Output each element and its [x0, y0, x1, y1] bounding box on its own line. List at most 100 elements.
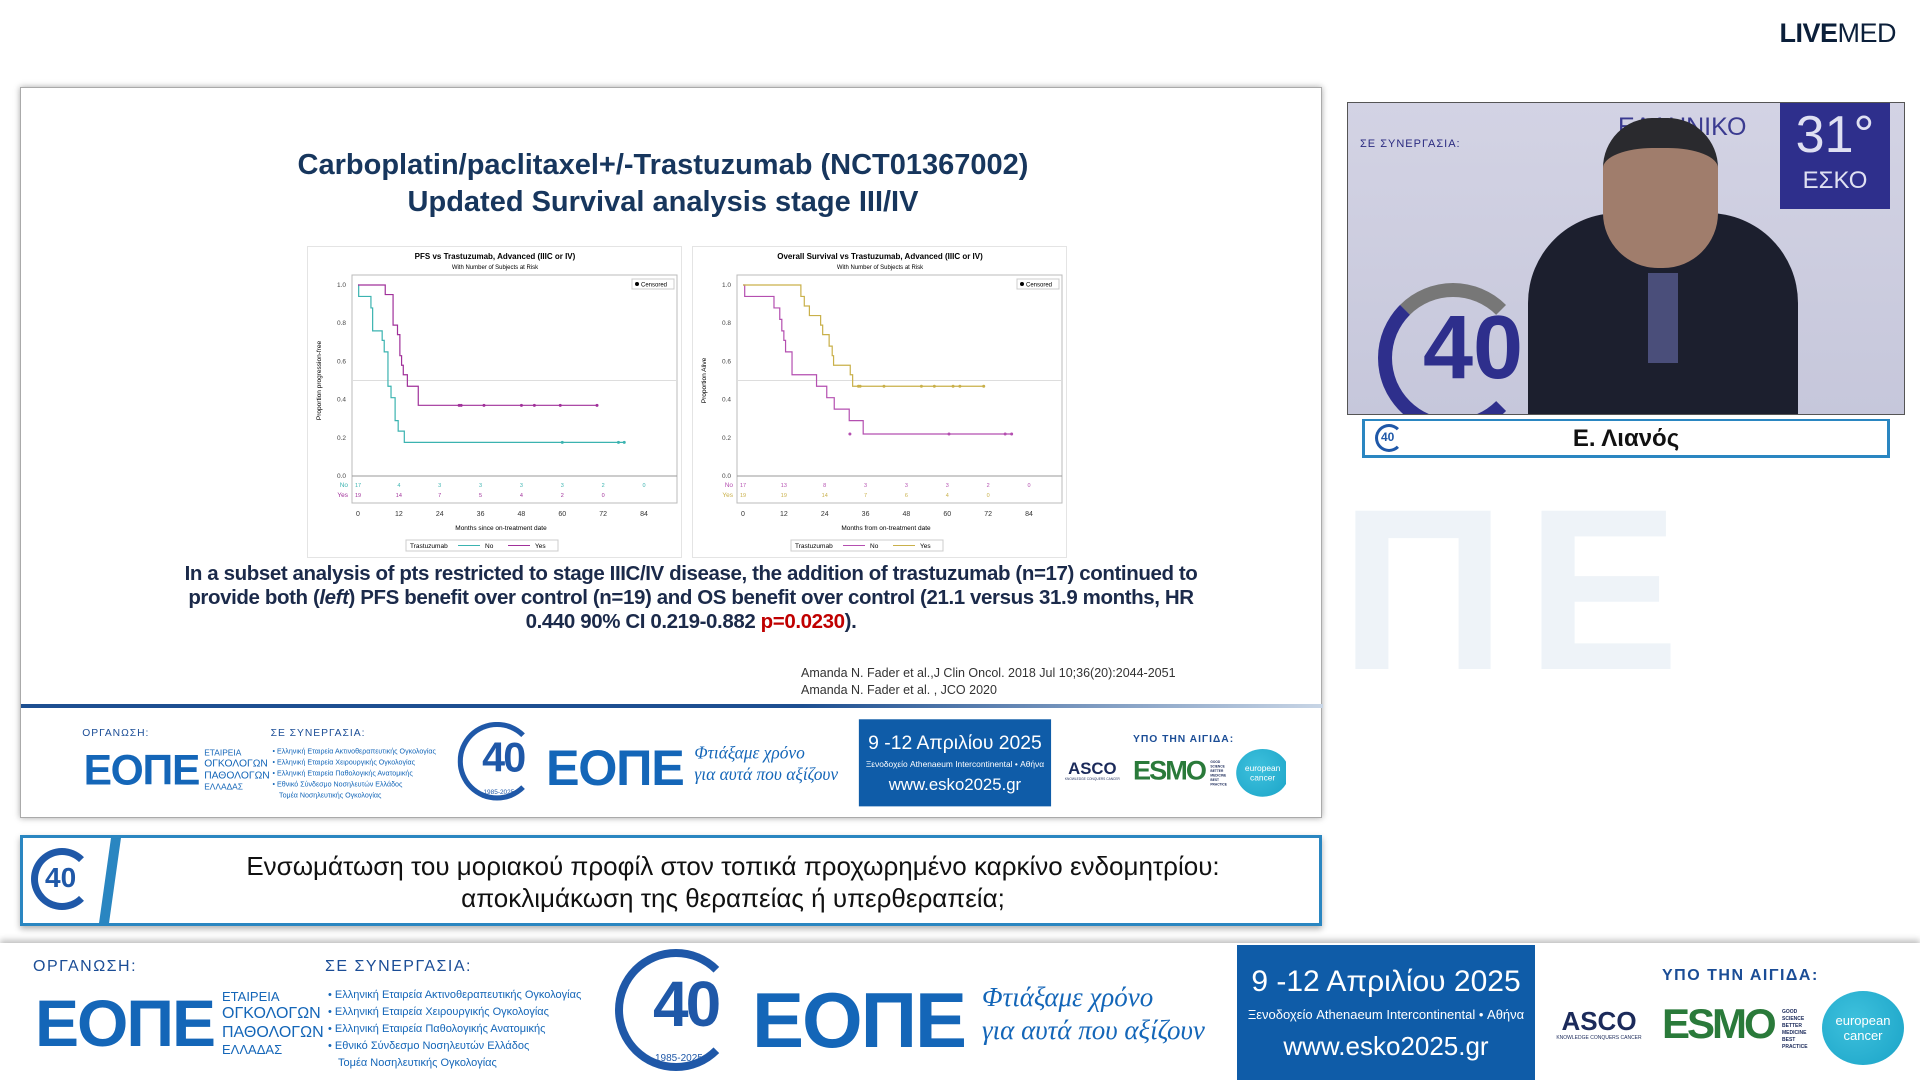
- x-axis-label: Months from on-treatment date: [841, 525, 931, 532]
- y-tick-label: 0.0: [337, 473, 346, 480]
- x-tick-label: 84: [1025, 511, 1033, 518]
- at-risk-count: 3: [946, 483, 949, 489]
- plot-frame: [736, 274, 1063, 504]
- chart-subtitle: With Number of Subjects at Risk: [837, 265, 924, 271]
- legend-label: Yes: [920, 543, 931, 550]
- caption-slash: [98, 835, 122, 926]
- eope-fullname: ΕΤΑΙΡΕΙΑ ΟΓΚΟΛΟΓΩΝ ΠΑΘΟΛΟΓΩΝ ΕΛΛΑΔΑΣ: [204, 747, 270, 792]
- x-tick-label: 48: [903, 511, 911, 518]
- x-tick-label: 60: [943, 511, 951, 518]
- x-tick-label: 36: [862, 511, 870, 518]
- censored-mark: [882, 384, 886, 388]
- at-risk-row-label: No: [725, 482, 734, 489]
- collaboration-label: ΣΕ ΣΥΝΕΡΓΑΣΙΑ:: [325, 958, 472, 975]
- censored-mark: [848, 432, 852, 436]
- reference-2: Amanda N. Fader et al. , JCO 2020: [801, 683, 997, 697]
- eope-logo: ΕΟΠΕ: [35, 986, 216, 1060]
- at-risk-count: 19: [355, 493, 361, 499]
- x-axis-label: Months since on-treatment date: [455, 525, 547, 532]
- x-tick-label: 60: [558, 511, 566, 518]
- censored-mark: [932, 384, 936, 388]
- logo-40: 40: [1381, 430, 1395, 444]
- x-tick-label: 24: [436, 511, 444, 518]
- european-cancer-organisation-logo: european cancer: [1822, 991, 1904, 1065]
- at-risk-count: 14: [822, 493, 828, 499]
- at-risk-count: 17: [740, 483, 746, 489]
- legend-label: No: [870, 543, 879, 550]
- divider: [21, 704, 1323, 708]
- slide-title: Carboplatin/paclitaxel+/-Trastuzumab (NC…: [297, 149, 1029, 181]
- censored-mark: [858, 384, 862, 388]
- km-curve-no: [743, 284, 1012, 435]
- asco-logo: ASCO KNOWLEDGE CONQUERS CANCER: [1556, 1006, 1642, 1041]
- event-url: www.esko2025.gr: [1283, 1031, 1489, 1061]
- x-tick-label: 72: [984, 511, 992, 518]
- esko-31-logo: 31° ΕΣΚΟ: [1780, 103, 1890, 209]
- censored-legend-label: Censored: [1026, 283, 1052, 289]
- esmo-logo: ESMO: [1662, 1000, 1777, 1047]
- collaboration-list: • Ελληνική Εταιρεία Ακτινοθεραπευτικής Ο…: [328, 989, 582, 1069]
- esmo-logo: ESMO: [1132, 754, 1207, 786]
- speaker-name-plate: 40 Ε. Λιανός: [1362, 419, 1890, 458]
- at-risk-count: 3: [864, 483, 867, 489]
- y-tick-label: 1.0: [337, 282, 346, 289]
- censored-mark: [951, 384, 955, 388]
- summary-text: In a subset analysis of pts restricted t…: [184, 562, 1198, 633]
- at-risk-count: 0: [602, 493, 605, 499]
- censored-mark: [558, 403, 562, 407]
- aegis-label: ΥΠΟ ΤΗΝ ΑΙΓΙΔΑ:: [1662, 967, 1819, 984]
- at-risk-count: 13: [781, 483, 787, 489]
- speaker-head: [1603, 118, 1718, 268]
- at-risk-count: 0: [987, 493, 990, 499]
- y-tick-label: 0.2: [337, 435, 346, 442]
- x-tick-label: 12: [395, 511, 403, 518]
- livemed-logo: LIVEMED: [1779, 18, 1896, 48]
- at-risk-count: 4: [520, 493, 523, 499]
- at-risk-row-label: No: [340, 482, 349, 489]
- esmo-tagline: GOOD SCIENCE BETTER MEDICINE BEST PRACTI…: [1210, 760, 1227, 788]
- chart-subtitle: With Number of Subjects at Risk: [452, 265, 539, 271]
- caption-text: Ενσωμάτωση του μοριακού προφίλ στον τοπι…: [246, 851, 1220, 913]
- at-risk-count: 3: [905, 483, 908, 489]
- session-caption: 40 Ενσωμάτωση του μοριακού προφίλ στον τ…: [20, 835, 1322, 926]
- p-value: p=0.0230: [760, 610, 845, 633]
- x-tick-label: 48: [518, 511, 526, 518]
- at-risk-count: 2: [561, 493, 564, 499]
- at-risk-count: 0: [642, 483, 645, 489]
- x-tick-label: 0: [741, 511, 745, 518]
- esmo-tagline: GOOD SCIENCE BETTER MEDICINE BEST PRACTI…: [1782, 1009, 1808, 1050]
- speaker-video: ΣΕ ΣΥΝΕΡΓΑΣΙΑ: ΕΛΛΗΝΙΚΟ 31°ΕΣΚΟ 40: [1347, 102, 1905, 415]
- legend-label: Yes: [535, 543, 546, 550]
- presentation-slide: Carboplatin/paclitaxel+/-Trastuzumab (NC…: [20, 87, 1323, 818]
- at-risk-count: 3: [520, 483, 523, 489]
- legend-title: Trastuzumab: [795, 543, 833, 550]
- legend-box: [405, 539, 559, 552]
- y-tick-label: 0.6: [337, 358, 346, 365]
- event-dates-box: 9 -12 Απριλίου 2025 Ξενοδοχείο Athenaeum…: [858, 719, 1052, 807]
- os-chart: Overall Survival vs Trastuzumab, Advance…: [692, 246, 1067, 558]
- collaboration-list: • Ελληνική Εταιρεία Ακτινοθεραπευτικής Ο…: [272, 747, 436, 800]
- censored-mark: [622, 440, 626, 444]
- at-risk-count: 19: [740, 493, 746, 499]
- speaker-tie: [1648, 273, 1678, 363]
- censored-mark: [519, 403, 523, 407]
- backdrop-40: 40: [1423, 298, 1524, 398]
- censored-marker-icon: [635, 282, 639, 286]
- x-tick-label: 12: [780, 511, 788, 518]
- censored-mark: [459, 403, 463, 407]
- censored-mark: [1010, 432, 1014, 436]
- y-tick-label: 0.4: [337, 397, 346, 404]
- organizer-label: ΟΡΓΑΝΩΣΗ:: [33, 958, 138, 975]
- x-tick-label: 0: [356, 511, 360, 518]
- censored-mark: [595, 403, 599, 407]
- y-axis-label: Proportion progression-free: [316, 341, 323, 421]
- legend-box: [790, 539, 944, 552]
- km-curve-yes: [358, 284, 598, 406]
- y-axis-label: Proportion Alive: [701, 357, 708, 403]
- km-curve-yes: [743, 284, 984, 387]
- censored-mark: [482, 403, 486, 407]
- y-tick-label: 1.0: [722, 282, 731, 289]
- at-risk-count: 4: [397, 483, 400, 489]
- y-tick-label: 0.4: [722, 397, 731, 404]
- speaker-name: Ε. Λιανός: [1572, 425, 1680, 452]
